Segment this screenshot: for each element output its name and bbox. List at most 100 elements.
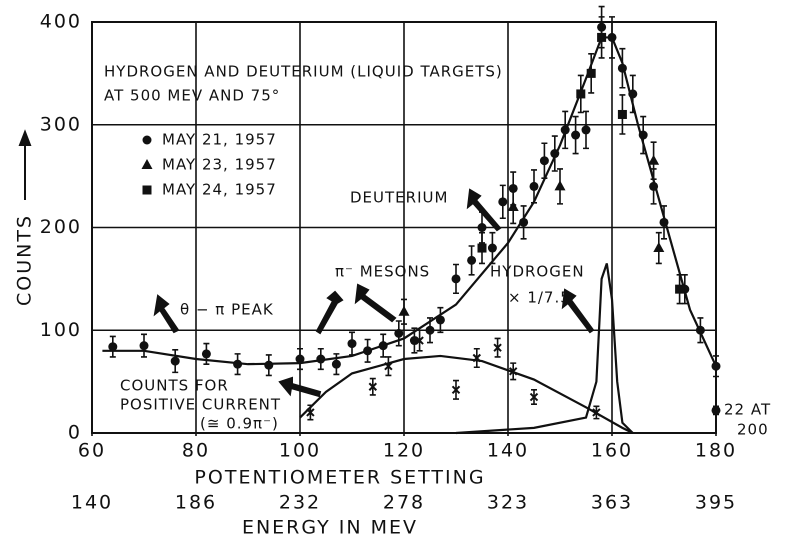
point xyxy=(617,109,627,119)
x-tick-label: 80 xyxy=(182,440,210,462)
annotation: 22 AT xyxy=(724,401,771,419)
annotation: π⁻ MESONS xyxy=(335,263,430,281)
annotation: × 1/7.5 xyxy=(508,289,571,307)
point xyxy=(108,342,118,352)
point xyxy=(675,284,685,294)
annotation: POSITIVE CURRENT xyxy=(120,396,281,414)
arrows xyxy=(18,129,595,398)
point xyxy=(477,223,487,232)
x-tick-label: 120 xyxy=(383,440,425,462)
x2-tick-label: 363 xyxy=(591,492,633,514)
plot-frame xyxy=(91,21,717,434)
point xyxy=(425,325,435,335)
ylabel-arrow-head xyxy=(18,129,32,146)
point xyxy=(139,341,149,351)
x-tick-label: 140 xyxy=(487,440,529,462)
annotation: (≅ 0.9π⁻) xyxy=(200,415,279,433)
annotation: COUNTS FOR xyxy=(120,377,229,395)
arrow xyxy=(354,283,397,323)
point xyxy=(659,217,669,227)
point xyxy=(316,354,326,364)
y-axis-label: COUNTS xyxy=(14,214,36,306)
point xyxy=(295,354,305,364)
point xyxy=(264,360,274,370)
x-axis-label: POTENTIOMETER SETTING xyxy=(194,467,485,489)
point xyxy=(487,243,497,253)
point xyxy=(384,362,393,371)
x2-tick-label: 232 xyxy=(279,492,321,514)
y-tick-label: 0 xyxy=(68,422,82,444)
point xyxy=(649,181,659,191)
annotation: DEUTERIUM xyxy=(350,189,448,207)
point xyxy=(472,353,482,363)
y-tick-label: 100 xyxy=(40,319,82,341)
legend-label: MAY 21, 1957 xyxy=(162,131,277,149)
point xyxy=(331,359,341,369)
point xyxy=(550,149,560,159)
x2-tick-label: 140 xyxy=(71,492,113,514)
point xyxy=(628,89,638,99)
point xyxy=(653,242,665,253)
x2-tick-label: 323 xyxy=(487,492,529,514)
point xyxy=(586,68,596,78)
point xyxy=(648,154,660,165)
legend-marker xyxy=(142,135,152,145)
legend-label: MAY 23, 1957 xyxy=(162,156,277,174)
x2-tick-label: 278 xyxy=(383,492,425,514)
y-tick-label: 400 xyxy=(40,11,82,33)
x-tick-label: 100 xyxy=(279,440,321,462)
point xyxy=(554,180,566,191)
point xyxy=(477,243,487,253)
point xyxy=(498,197,508,207)
point xyxy=(529,181,539,191)
point xyxy=(378,341,388,351)
point xyxy=(170,356,180,366)
point xyxy=(711,361,721,371)
point xyxy=(711,405,721,415)
x-tick-label: 160 xyxy=(591,440,633,462)
arrow xyxy=(315,290,344,335)
y-tick-label: 300 xyxy=(40,113,82,135)
point xyxy=(467,255,477,265)
point xyxy=(398,305,410,316)
point xyxy=(363,346,373,356)
point xyxy=(201,349,211,359)
point xyxy=(233,359,243,369)
point xyxy=(451,274,461,284)
point xyxy=(571,130,581,140)
x-tick-label: 60 xyxy=(78,440,106,462)
point xyxy=(695,325,705,335)
point xyxy=(507,200,519,211)
y-tick-label: 200 xyxy=(40,216,82,238)
point xyxy=(617,63,627,73)
point xyxy=(607,32,617,42)
point xyxy=(394,328,404,338)
point xyxy=(415,336,424,345)
annotation: θ − π PEAK xyxy=(180,301,274,319)
annotation: AT 500 MEV AND 75° xyxy=(104,87,280,105)
x2-tick-label: 186 xyxy=(175,492,217,514)
legend-label: MAY 24, 1957 xyxy=(162,181,277,199)
arrow xyxy=(153,294,180,334)
x2-tick-label: 395 xyxy=(695,492,737,514)
point xyxy=(560,125,570,135)
point xyxy=(508,367,518,376)
fit-curve xyxy=(455,263,634,435)
point xyxy=(576,89,586,99)
annotation: HYDROGEN AND DEUTERIUM (LIQUID TARGETS) xyxy=(104,63,503,81)
point xyxy=(519,217,529,227)
legend-marker xyxy=(141,159,153,169)
point xyxy=(529,392,539,402)
point xyxy=(493,343,502,352)
point xyxy=(539,156,549,166)
annotation: 200 xyxy=(737,421,769,439)
x-tick-label: 180 xyxy=(695,440,737,462)
point xyxy=(435,315,445,325)
point xyxy=(451,385,461,395)
point xyxy=(597,32,607,42)
point xyxy=(592,408,601,417)
annotation: HYDROGEN xyxy=(490,263,585,281)
point xyxy=(638,130,648,140)
legend-marker xyxy=(142,185,152,195)
